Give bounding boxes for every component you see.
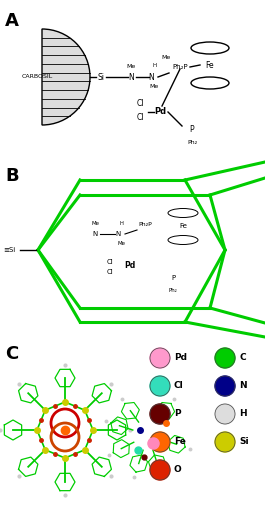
Text: Cl: Cl [107, 269, 113, 275]
Wedge shape [42, 29, 90, 125]
Text: Fe: Fe [179, 223, 187, 229]
Text: Me: Me [117, 241, 125, 246]
Text: N: N [239, 381, 247, 390]
Circle shape [150, 404, 170, 424]
Text: Si: Si [239, 437, 249, 446]
Text: Ph₂: Ph₂ [169, 288, 178, 293]
Text: CARBOSIL: CARBOSIL [21, 75, 53, 79]
Text: P: P [174, 410, 181, 419]
Text: B: B [5, 167, 19, 185]
Text: Si: Si [97, 73, 104, 81]
Text: Me: Me [161, 55, 171, 60]
Text: Cl: Cl [136, 99, 144, 109]
Circle shape [150, 460, 170, 480]
Text: Me: Me [91, 221, 99, 226]
Text: N: N [148, 73, 154, 81]
Text: C: C [239, 354, 246, 363]
Text: O: O [174, 466, 182, 475]
Text: A: A [5, 12, 19, 30]
Text: H: H [239, 410, 247, 419]
Circle shape [215, 376, 235, 396]
Text: N: N [115, 231, 121, 237]
Text: Me: Me [126, 64, 136, 69]
Text: Fe: Fe [206, 61, 214, 70]
Text: P: P [171, 275, 175, 281]
Text: N: N [128, 73, 134, 81]
Text: ≡Si: ≡Si [3, 247, 15, 253]
Text: Ph₂: Ph₂ [187, 140, 197, 145]
Text: Ph₂P: Ph₂P [172, 64, 188, 70]
Text: Pd: Pd [154, 108, 166, 117]
Text: C: C [5, 345, 18, 363]
Circle shape [215, 432, 235, 452]
Text: Cl: Cl [136, 113, 144, 122]
Text: Me: Me [149, 84, 159, 89]
Circle shape [150, 348, 170, 368]
Text: Fe: Fe [174, 437, 186, 446]
Circle shape [215, 404, 235, 424]
Circle shape [150, 432, 170, 452]
Text: H: H [119, 221, 123, 226]
Circle shape [215, 348, 235, 368]
Text: Pd: Pd [174, 354, 187, 363]
Text: Ph₂P: Ph₂P [138, 222, 152, 227]
Circle shape [150, 376, 170, 396]
Text: Pd: Pd [124, 262, 136, 271]
Text: Cl: Cl [174, 381, 184, 390]
Text: P: P [190, 126, 194, 134]
Text: N: N [92, 231, 98, 237]
Text: Cl: Cl [107, 259, 113, 265]
Text: H: H [153, 63, 157, 68]
